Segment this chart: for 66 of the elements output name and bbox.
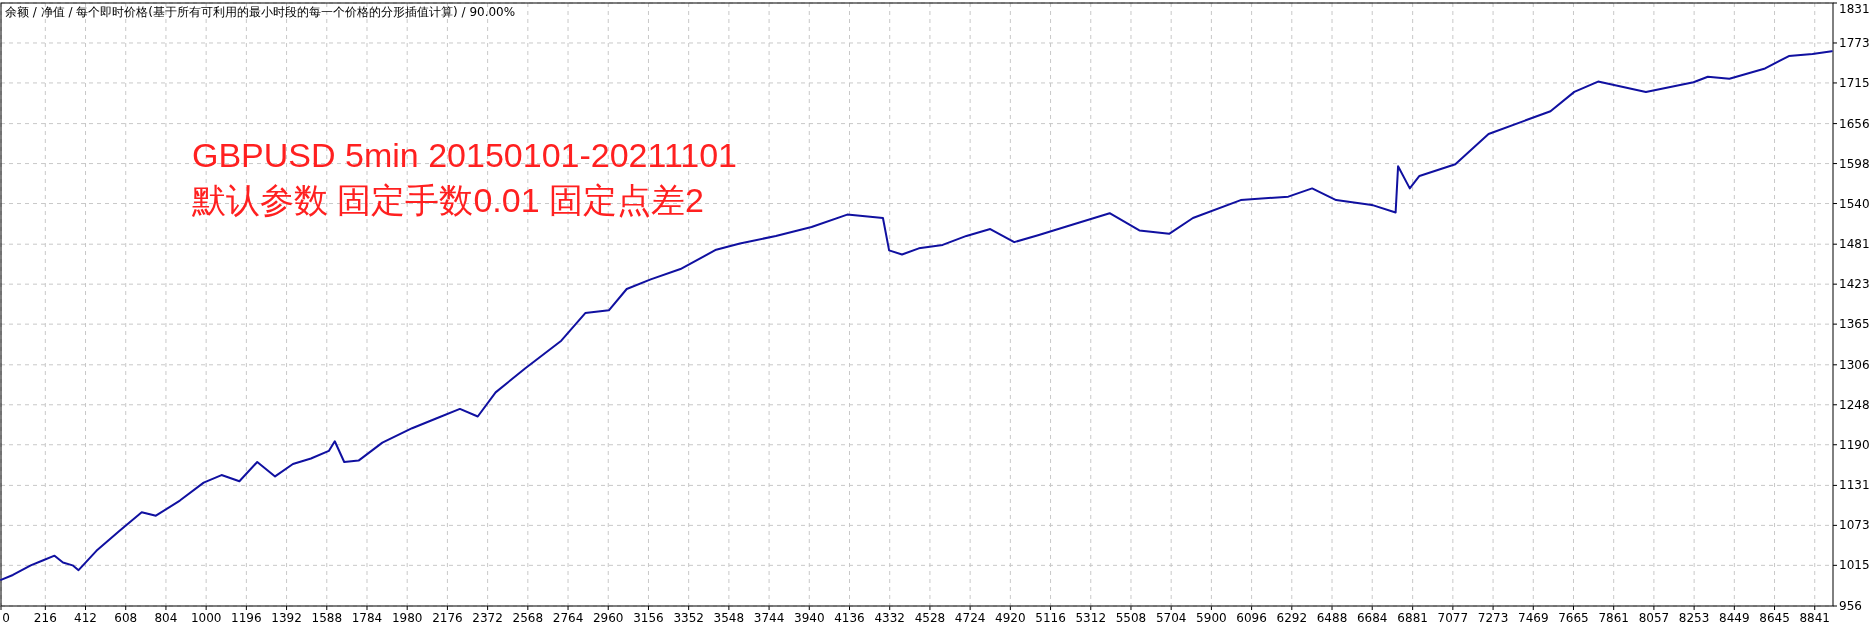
y-tick-label: 1365 [1839, 317, 1870, 332]
x-tick-label: 1588 [311, 611, 343, 625]
y-tick-label: 1423 [1839, 277, 1870, 292]
annotation: GBPUSD 5min 20150101-20211101 [192, 136, 737, 174]
x-tick-label: 3352 [673, 611, 704, 625]
y-tick-label: 1306 [1839, 357, 1870, 372]
x-tick-label: 6881 [1397, 611, 1428, 625]
x-tick-label: 2568 [512, 611, 544, 625]
x-tick-label: 1784 [351, 611, 383, 625]
x-tick-label: 4528 [914, 611, 946, 625]
y-tick-label: 956 [1839, 599, 1862, 613]
y-tick-label: 1773 [1839, 35, 1870, 50]
x-tick-label: 4136 [834, 611, 865, 625]
x-tick-label: 7077 [1437, 611, 1469, 625]
line-series [0, 50, 1833, 581]
x-tick-label: 3744 [753, 611, 785, 625]
x-tick-label: 8057 [1638, 611, 1670, 625]
y-tick-label: 1190 [1839, 437, 1870, 452]
x-tick-label: 6096 [1236, 611, 1267, 625]
x-tick-label: 7665 [1558, 611, 1589, 625]
annotation: 默认参数 固定手数0.01 固定点差2 [191, 181, 704, 219]
x-tick-label: 4332 [874, 611, 905, 625]
x-tick-label: 3156 [633, 611, 664, 625]
x-tick-label: 5116 [1035, 611, 1066, 625]
x-tick-label: 4724 [954, 611, 986, 625]
y-tick-label: 1540 [1839, 196, 1870, 211]
y-tick-label: 1073 [1839, 518, 1870, 533]
x-tick-label: 1000 [190, 611, 222, 625]
x-tick-label: 2960 [592, 611, 624, 625]
x-tick-label: 6292 [1276, 611, 1308, 625]
x-tick-label: 608 [114, 611, 138, 625]
y-tick-label: 1598 [1839, 156, 1870, 171]
x-tick-label: 5704 [1155, 611, 1187, 625]
y-tick-label: 1015 [1839, 558, 1870, 573]
x-tick-label: 1980 [391, 611, 423, 625]
x-tick-label: 8841 [1799, 611, 1831, 625]
x-tick-label: 0 [2, 611, 10, 625]
y-tick-label: 1656 [1839, 116, 1870, 131]
x-tick-label: 412 [74, 611, 97, 625]
x-tick-label: 3548 [713, 611, 745, 625]
x-tick-label: 4920 [995, 611, 1026, 625]
x-tick-label: 8253 [1678, 611, 1710, 625]
x-tick-label: 2764 [552, 611, 584, 625]
x-tick-label: 216 [33, 611, 57, 625]
x-tick-label: 2176 [432, 611, 463, 625]
x-tick-label: 5508 [1115, 611, 1147, 625]
y-tick-label: 1831 [1839, 2, 1870, 16]
x-tick-label: 1196 [231, 611, 262, 625]
x-tick-label: 1392 [271, 611, 302, 625]
x-tick-label: 5312 [1075, 611, 1107, 625]
x-tick-label: 7273 [1477, 611, 1509, 625]
x-tick-label: 8449 [1719, 611, 1750, 625]
y-tick-label: 1131 [1839, 478, 1870, 493]
x-tick-label: 2372 [472, 611, 503, 625]
y-tick-label: 1481 [1839, 237, 1870, 252]
x-tick-label: 804 [154, 611, 178, 625]
x-tick-label: 3940 [794, 611, 825, 625]
chart-title: 余额 / 净值 / 每个即时价格(基于所有可利用的最小时段的每一个价格的分形插值计算) / 90.00% [5, 5, 516, 19]
x-tick-label: 6684 [1356, 611, 1388, 625]
y-tick-label: 1715 [1839, 75, 1870, 90]
x-tick-label: 5900 [1196, 611, 1227, 625]
x-tick-label: 8645 [1759, 611, 1790, 625]
y-tick-label: 1248 [1839, 397, 1870, 412]
x-tick-label: 7469 [1518, 611, 1549, 625]
x-tick-label: 6488 [1316, 611, 1348, 625]
x-tick-label: 7861 [1598, 611, 1629, 625]
